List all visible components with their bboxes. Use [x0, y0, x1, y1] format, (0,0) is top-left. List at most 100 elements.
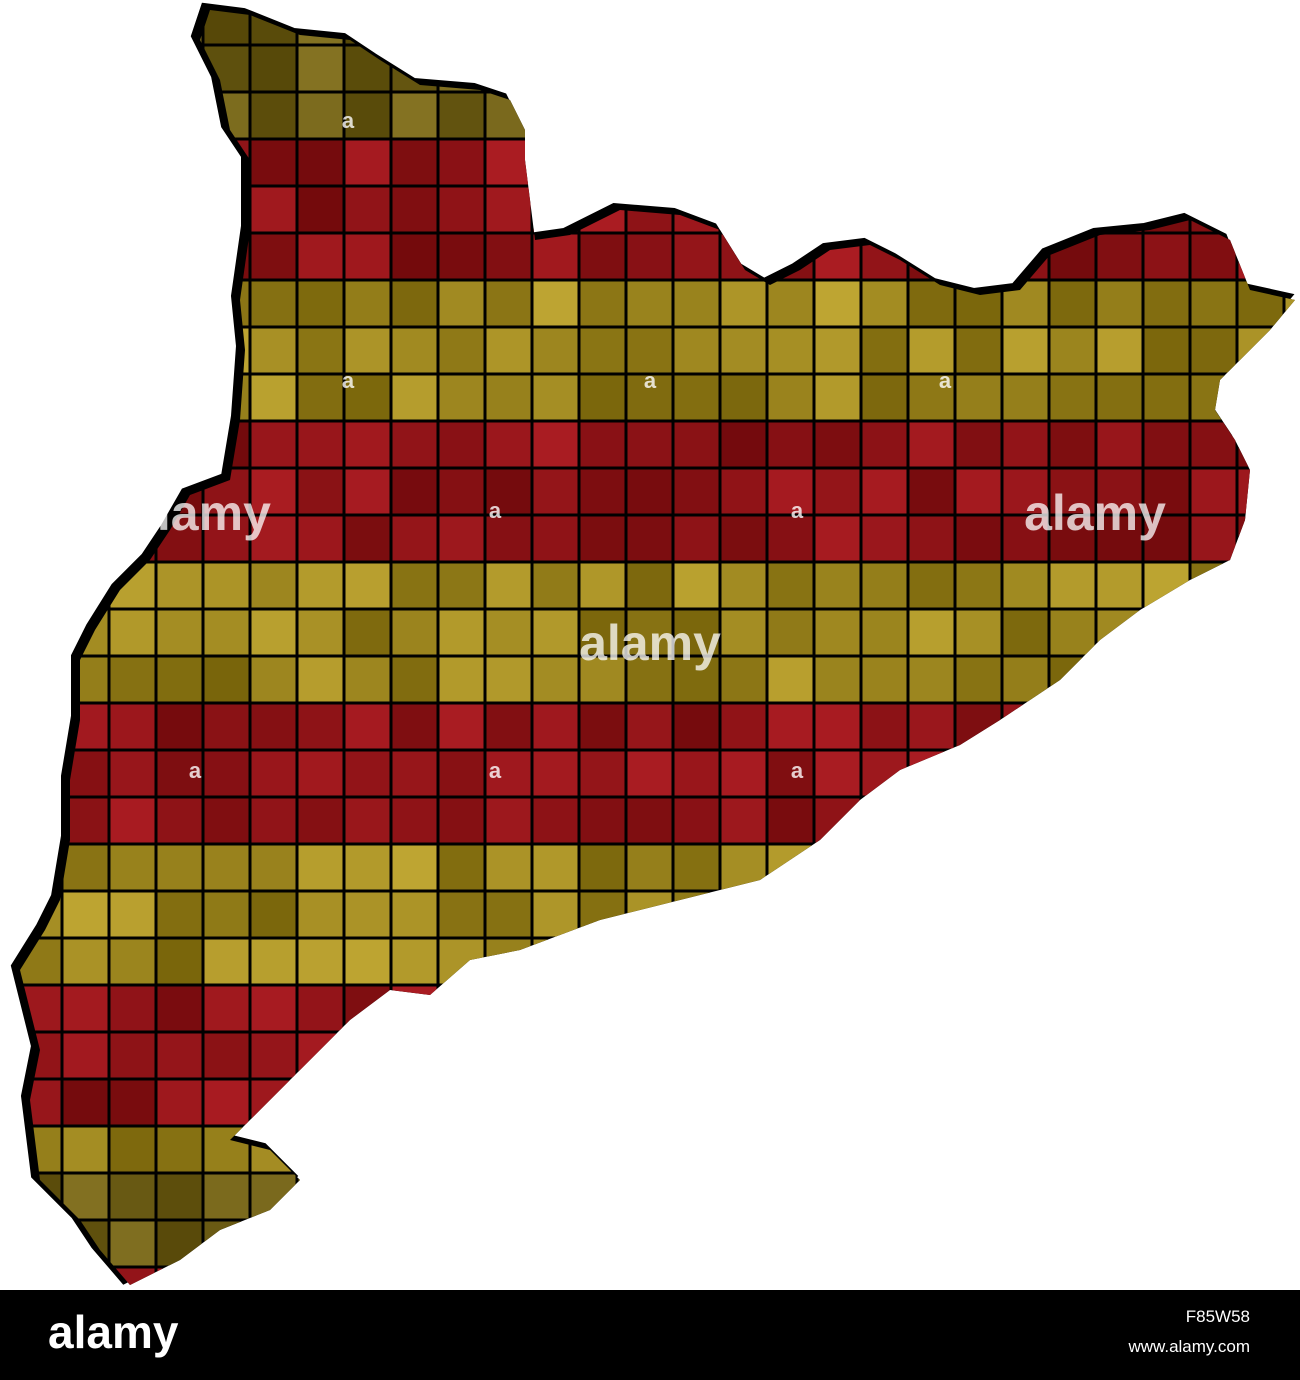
mosaic-tile — [909, 422, 954, 467]
mosaic-tile — [533, 1080, 578, 1125]
mosaic-tile — [63, 422, 108, 467]
mosaic-tile — [251, 281, 296, 326]
mosaic-tile — [1191, 469, 1236, 514]
mosaic-tile — [345, 1174, 390, 1219]
mosaic-tile — [110, 93, 155, 138]
mosaic-tile — [815, 610, 860, 655]
mosaic-tile — [862, 657, 907, 702]
mosaic-tile — [204, 563, 249, 608]
mosaic-tile — [1144, 281, 1189, 326]
mosaic-tile — [721, 892, 766, 937]
mosaic-tile — [580, 704, 625, 749]
mosaic-tile — [1144, 469, 1189, 514]
mosaic-tile — [63, 516, 108, 561]
mosaic-tile — [486, 751, 531, 796]
mosaic-tile — [627, 93, 672, 138]
mosaic-tile — [627, 10, 672, 44]
mosaic-tile — [110, 1127, 155, 1172]
mosaic-tile — [110, 1080, 155, 1125]
mosaic-tile — [204, 939, 249, 984]
mosaic-tile — [20, 422, 61, 467]
mosaic-tile — [721, 939, 766, 984]
mosaic-tile — [768, 375, 813, 420]
mosaic-tile — [1097, 140, 1142, 185]
mosaic-tile — [674, 1127, 719, 1172]
mosaic-tile — [1144, 704, 1189, 749]
mosaic-tile — [1191, 892, 1236, 937]
mosaic-tile — [486, 10, 531, 44]
mosaic-tile — [1191, 140, 1236, 185]
mosaic-tile — [768, 610, 813, 655]
mosaic-tile — [862, 563, 907, 608]
mosaic-tile — [1191, 46, 1236, 91]
mosaic-tile — [533, 986, 578, 1031]
mosaic-tile — [815, 986, 860, 1031]
mosaic-tile — [580, 657, 625, 702]
mosaic-tile — [674, 1174, 719, 1219]
mosaic-tile — [533, 10, 578, 44]
mosaic-tile — [1285, 422, 1295, 467]
mosaic-tile — [1238, 469, 1283, 514]
mosaic-tile — [298, 563, 343, 608]
mosaic-tile — [20, 10, 61, 44]
mosaic-tile — [486, 1174, 531, 1219]
mosaic-tile — [110, 610, 155, 655]
mosaic-tile — [956, 798, 1001, 843]
mosaic-tile — [1285, 187, 1295, 232]
mosaic-tile — [157, 1174, 202, 1219]
mosaic-tile — [1050, 798, 1095, 843]
mosaic-tile — [157, 751, 202, 796]
mosaic-tile — [251, 704, 296, 749]
mosaic-tile — [392, 1174, 437, 1219]
mosaic-tile — [1097, 1080, 1142, 1125]
mosaic-tile — [1285, 939, 1295, 984]
mosaic-tile — [1144, 1127, 1189, 1172]
mosaic-tile — [1097, 93, 1142, 138]
mosaic-tile — [110, 986, 155, 1031]
mosaic-tile — [815, 704, 860, 749]
mosaic-tile — [1238, 657, 1283, 702]
mosaic-tile — [1050, 469, 1095, 514]
mosaic-tile — [580, 1127, 625, 1172]
mosaic-tile — [909, 1174, 954, 1219]
mosaic-tile — [1191, 657, 1236, 702]
mosaic-tile — [20, 1127, 61, 1172]
mosaic-tile — [204, 1174, 249, 1219]
mosaic-tile — [1097, 422, 1142, 467]
footer-logo: alamy — [48, 1306, 179, 1358]
mosaic-tile — [768, 140, 813, 185]
mosaic-tile — [439, 422, 484, 467]
mosaic-tile — [674, 516, 719, 561]
mosaic-tile — [533, 1174, 578, 1219]
mosaic-tile — [157, 46, 202, 91]
mosaic-tile — [862, 798, 907, 843]
mosaic-tile — [580, 140, 625, 185]
mosaic-tile — [956, 939, 1001, 984]
mosaic-tile — [1285, 281, 1295, 326]
watermark-mark: a — [489, 758, 502, 783]
mosaic-tile — [1191, 10, 1236, 44]
mosaic-tile — [768, 986, 813, 1031]
mosaic-tile — [862, 10, 907, 44]
mosaic-tile — [486, 986, 531, 1031]
watermark-mark: a — [791, 498, 804, 523]
footer-bar — [0, 1290, 1300, 1380]
mosaic-tile — [251, 845, 296, 890]
mosaic-tile — [721, 1174, 766, 1219]
mosaic-tile — [627, 1221, 672, 1266]
mosaic-tile — [627, 375, 672, 420]
mosaic-tile — [1097, 939, 1142, 984]
mosaic-tile — [1191, 1174, 1236, 1219]
mosaic-tile — [157, 1080, 202, 1125]
mosaic-tile — [486, 422, 531, 467]
mosaic-tile — [1144, 328, 1189, 373]
mosaic-tile — [251, 1080, 296, 1125]
mosaic-tile — [298, 469, 343, 514]
mosaic-tile — [533, 1127, 578, 1172]
mosaic-tile — [1285, 1174, 1295, 1219]
image-id: F85W58 — [1186, 1307, 1250, 1326]
watermark: alamy — [129, 485, 271, 541]
mosaic-tile — [815, 93, 860, 138]
mosaic-tile — [1003, 1127, 1048, 1172]
mosaic-tile — [157, 798, 202, 843]
